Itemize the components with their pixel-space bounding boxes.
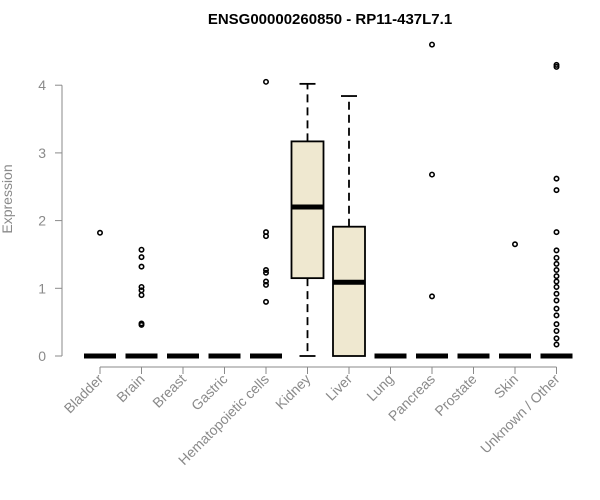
outlier-point bbox=[553, 254, 560, 261]
x-tick-label: Prostate bbox=[431, 371, 479, 419]
outlier-point bbox=[138, 292, 145, 299]
x-tick-label: Lung bbox=[363, 371, 396, 404]
outlier-point bbox=[553, 278, 560, 285]
y-tick-label: 0 bbox=[38, 348, 46, 364]
outlier-point bbox=[138, 283, 145, 290]
y-tick-label: 1 bbox=[38, 280, 46, 296]
outlier-point bbox=[138, 246, 145, 253]
outlier-point bbox=[553, 290, 560, 297]
y-axis-label: Expression bbox=[0, 164, 15, 233]
boxes bbox=[84, 82, 573, 359]
x-tick-label: Breast bbox=[149, 371, 189, 411]
outlier-point bbox=[138, 263, 145, 270]
chart-title: ENSG00000260850 - RP11-437L7.1 bbox=[208, 11, 452, 28]
outlier-point bbox=[553, 327, 560, 334]
outlier-point bbox=[553, 175, 560, 182]
outlier-point bbox=[553, 247, 560, 254]
outlier-point bbox=[428, 171, 435, 178]
y-tick-label: 4 bbox=[38, 77, 46, 93]
x-tick-label: Kidney bbox=[272, 371, 314, 413]
box bbox=[290, 140, 325, 280]
outlier-point bbox=[262, 298, 269, 305]
outlier-point bbox=[262, 229, 269, 236]
axes: 0 1 2 3 4 bbox=[38, 77, 557, 374]
x-tick-label: Brain bbox=[113, 371, 147, 405]
outlier-point bbox=[553, 335, 560, 342]
x-tick-label: Bladder bbox=[61, 371, 107, 417]
outliers bbox=[97, 41, 560, 348]
outlier-point bbox=[553, 61, 560, 68]
box bbox=[332, 225, 366, 357]
outlier-point bbox=[553, 187, 560, 194]
outlier-point bbox=[262, 278, 269, 285]
x-tick-label: Liver bbox=[322, 371, 355, 404]
outlier-point bbox=[553, 229, 560, 236]
outlier-point bbox=[262, 267, 269, 274]
x-tick-label: Unknown / Other bbox=[477, 371, 563, 457]
outlier-point bbox=[262, 281, 269, 288]
outlier-point bbox=[553, 321, 560, 328]
outlier-point bbox=[553, 341, 560, 348]
outlier-point bbox=[553, 260, 560, 267]
outlier-point bbox=[138, 254, 145, 261]
outlier-point bbox=[262, 78, 269, 85]
outlier-point bbox=[97, 229, 104, 236]
outlier-point bbox=[553, 312, 560, 319]
outlier-point bbox=[428, 293, 435, 300]
y-tick-label: 2 bbox=[38, 213, 46, 229]
outlier-point bbox=[262, 269, 269, 276]
outlier-point bbox=[553, 273, 560, 280]
outlier-point bbox=[428, 41, 435, 48]
outlier-point bbox=[511, 241, 518, 248]
outlier-point bbox=[138, 320, 145, 327]
outlier-point bbox=[553, 305, 560, 312]
outlier-point bbox=[553, 267, 560, 274]
y-tick-label: 3 bbox=[38, 145, 46, 161]
outlier-point bbox=[553, 283, 560, 290]
outlier-point bbox=[553, 297, 560, 304]
outlier-point bbox=[138, 287, 145, 294]
x-tick-label: Skin bbox=[491, 371, 522, 402]
